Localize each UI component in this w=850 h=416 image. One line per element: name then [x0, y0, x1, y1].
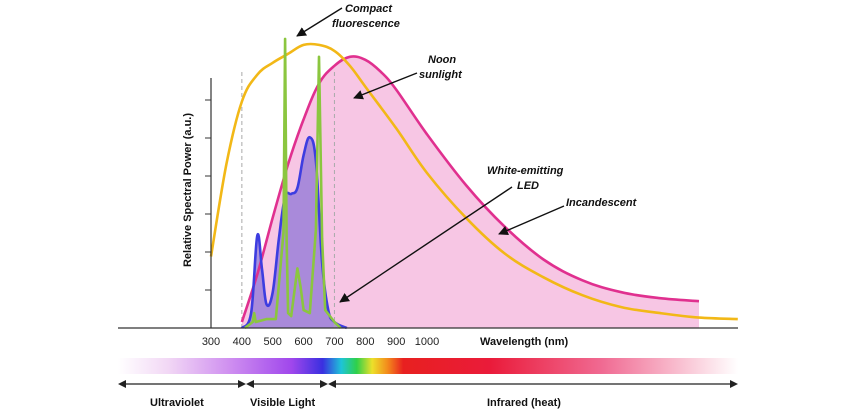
visible-light-arrow-left-head: [246, 380, 254, 388]
region-arrows: [118, 380, 738, 388]
compact-fluorescence-line: [244, 37, 342, 330]
sunlight-label-line1: Noon: [428, 54, 456, 66]
y-axis-ticks: [205, 99, 211, 291]
white-emitting-led-area: [241, 137, 347, 328]
x-axis-title: Wavelength (nm): [480, 336, 569, 348]
led-arrow: [339, 186, 513, 303]
incandescent-arrow: [498, 205, 565, 236]
x-axis-tick-labels: 300 400 500 600 700 800 900 1000: [202, 336, 439, 348]
visible-light-arrow-right-head: [320, 380, 328, 388]
ultraviolet-arrow-right-head: [238, 380, 246, 388]
incandescent-label: Incandescent: [566, 197, 638, 209]
x-tick-label: 700: [325, 336, 343, 348]
sunlight-label-line2: sunlight: [419, 69, 463, 81]
led-label-line2: LED: [517, 180, 539, 192]
visible-band-lines: [241, 72, 335, 328]
ultraviolet-arrow-left-head: [118, 380, 126, 388]
x-tick-label: 500: [264, 336, 282, 348]
sunlight-arrow: [353, 72, 418, 100]
led-label-line1: White-emitting: [487, 165, 564, 177]
series-lines: [209, 37, 738, 330]
x-tick-label: 900: [387, 336, 405, 348]
x-tick-label: 1000: [415, 336, 439, 348]
incandescent-line: [240, 55, 700, 323]
region-label-infrared: Infrared (heat): [487, 397, 561, 409]
x-tick-label: 300: [202, 336, 220, 348]
x-tick-label: 600: [294, 336, 312, 348]
fluorescence-label-line2: fluorescence: [332, 18, 400, 30]
fluorescence-arrow: [296, 7, 343, 37]
fluorescence-label-line1: Compact: [345, 3, 393, 15]
noon-sunlight-line: [209, 42, 738, 321]
y-axis-title: Relative Spectral Power (a.u.): [182, 113, 194, 267]
x-tick-label: 800: [356, 336, 374, 348]
region-label-visible-light: Visible Light: [250, 397, 316, 409]
infrared-arrow-right-head: [730, 380, 738, 388]
infrared-arrow-left-head: [328, 380, 336, 388]
spectrum-bar: [118, 358, 738, 374]
x-tick-label: 400: [233, 336, 251, 348]
region-label-ultraviolet: Ultraviolet: [150, 397, 204, 409]
